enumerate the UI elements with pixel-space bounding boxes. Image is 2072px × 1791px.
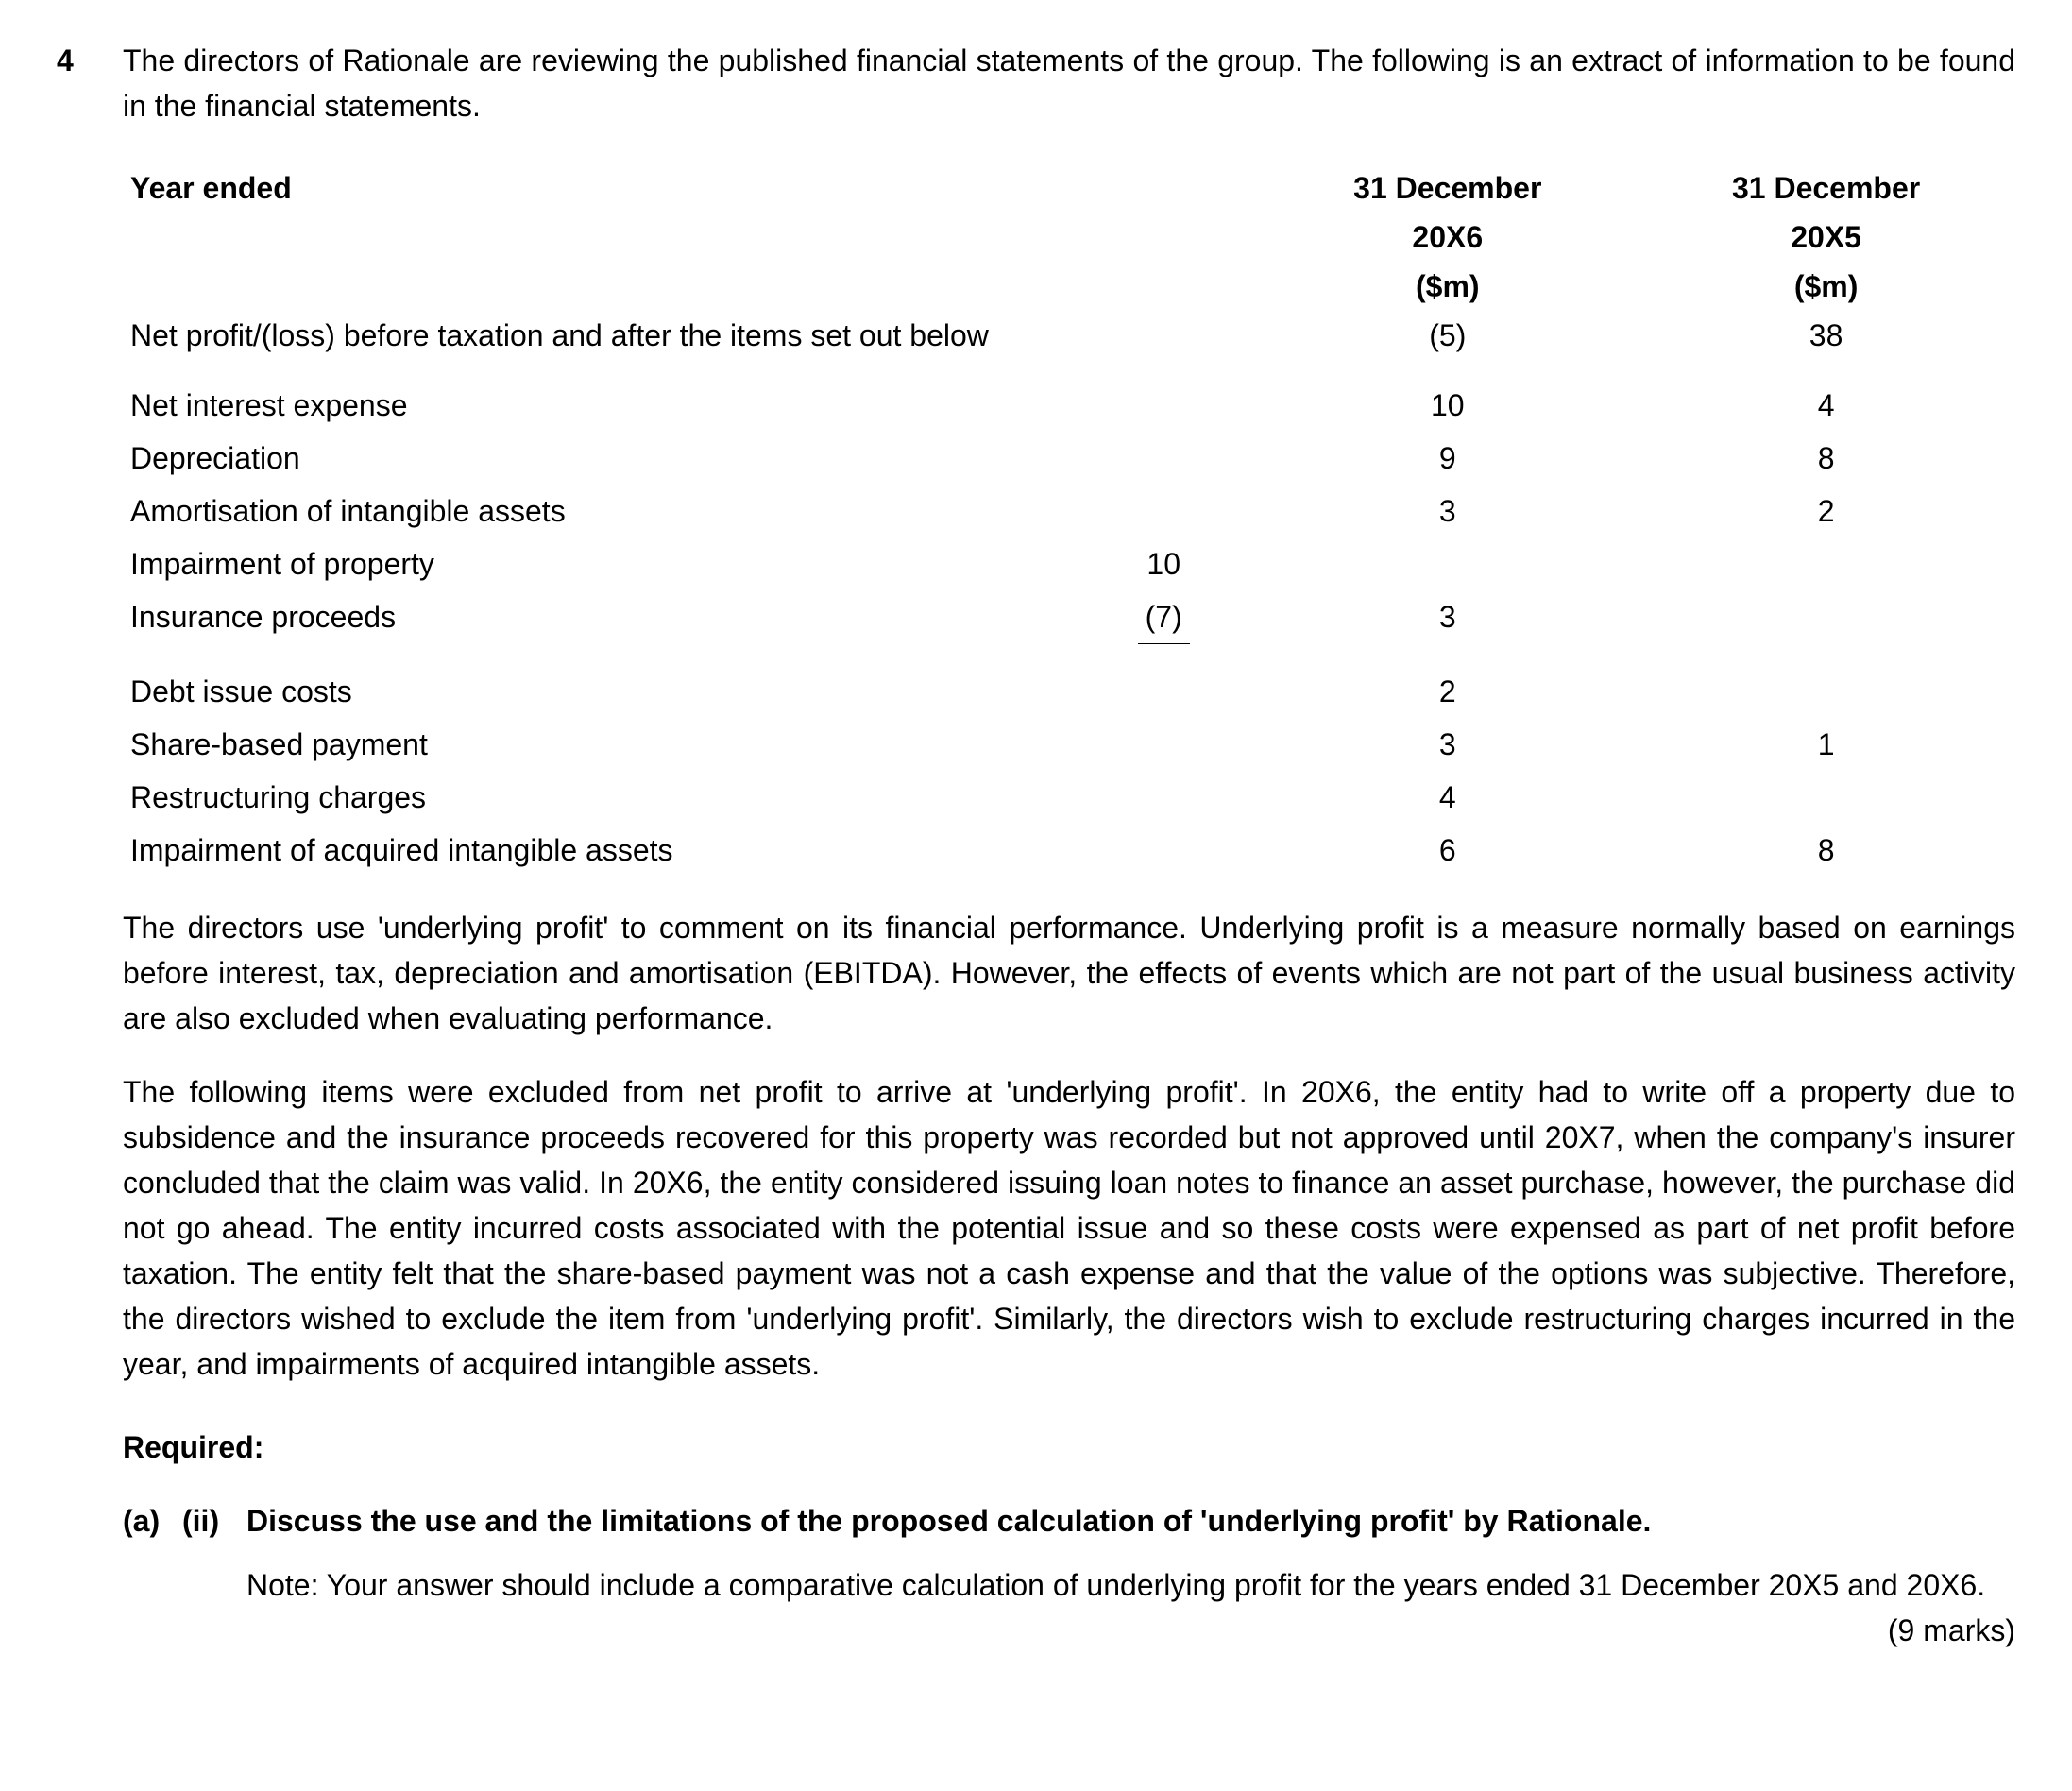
intro-text: The directors of Rationale are reviewing… [123,38,2015,128]
insurance-20x6: 3 [1258,590,1637,648]
subpart-ii-marker: (ii) [182,1498,229,1653]
net-profit-label: Net profit/(loss) before taxation and af… [123,309,1069,362]
insurance-label: Insurance proceeds [123,590,1069,648]
header-20x6-line2: 20X6 [1258,211,1637,260]
share-based-label: Share-based payment [123,718,1069,771]
marks-label: (9 marks) [1888,1608,2015,1653]
row-depreciation: Depreciation 9 8 [123,432,2015,485]
subpart-note: Note: Your answer should include a compa… [246,1562,2015,1608]
subpart-a-ii: (a) (ii) Discuss the use and the limitat… [123,1498,2015,1653]
net-interest-20x6: 10 [1258,379,1637,432]
impairment-intangible-label: Impairment of acquired intangible assets [123,824,1069,877]
restructuring-label: Restructuring charges [123,771,1069,824]
debt-issue-20x6: 2 [1258,665,1637,718]
depreciation-20x5: 8 [1637,432,2015,485]
row-share-based: Share-based payment 3 1 [123,718,2015,771]
header-20x5-line1: 31 December [1637,162,2015,211]
required-label: Required: [123,1424,2015,1470]
question-number: 4 [57,38,94,1653]
table-header-row-1: Year ended 31 December 31 December [123,162,2015,211]
row-net-profit: Net profit/(loss) before taxation and af… [123,309,2015,362]
table-header-row-2: 20X6 20X5 [123,211,2015,260]
depreciation-label: Depreciation [123,432,1069,485]
paragraph-2: The following items were excluded from n… [123,1069,2015,1387]
year-ended-label: Year ended [130,171,292,205]
header-20x6-line3: ($m) [1258,260,1637,309]
row-impairment-intangible: Impairment of acquired intangible assets… [123,824,2015,877]
row-net-interest: Net interest expense 10 4 [123,379,2015,432]
question-body: The directors of Rationale are reviewing… [123,38,2015,1653]
impairment-property-label: Impairment of property [123,537,1069,590]
amortisation-label: Amortisation of intangible assets [123,485,1069,537]
net-interest-label: Net interest expense [123,379,1069,432]
share-based-20x6: 3 [1258,718,1637,771]
restructuring-20x6: 4 [1258,771,1637,824]
row-impairment-property: Impairment of property 10 [123,537,2015,590]
insurance-sub: (7) [1069,590,1258,648]
row-amortisation: Amortisation of intangible assets 3 2 [123,485,2015,537]
impairment-intangible-20x5: 8 [1637,824,2015,877]
question-wrapper: 4 The directors of Rationale are reviewi… [57,38,2015,1653]
financial-table: Year ended 31 December 31 December 20X6 … [123,162,2015,877]
paragraph-1: The directors use 'underlying profit' to… [123,905,2015,1041]
table-header-row-3: ($m) ($m) [123,260,2015,309]
net-profit-20x5: 38 [1637,309,2015,362]
row-insurance: Insurance proceeds (7) 3 [123,590,2015,648]
impairment-property-sub: 10 [1069,537,1258,590]
row-debt-issue: Debt issue costs 2 [123,665,2015,718]
impairment-intangible-20x6: 6 [1258,824,1637,877]
note-prefix: Note: Your answer should include a compa… [246,1568,1985,1602]
net-profit-20x6: (5) [1258,309,1637,362]
debt-issue-label: Debt issue costs [123,665,1069,718]
subpart-a-marker: (a) [123,1498,165,1653]
share-based-20x5: 1 [1637,718,2015,771]
header-20x5-line2: 20X5 [1637,211,2015,260]
subpart-heading: Discuss the use and the limitations of t… [246,1498,2015,1544]
depreciation-20x6: 9 [1258,432,1637,485]
amortisation-20x5: 2 [1637,485,2015,537]
amortisation-20x6: 3 [1258,485,1637,537]
row-restructuring: Restructuring charges 4 [123,771,2015,824]
net-interest-20x5: 4 [1637,379,2015,432]
header-20x5-line3: ($m) [1637,260,2015,309]
header-20x6-line1: 31 December [1258,162,1637,211]
subpart-content: Discuss the use and the limitations of t… [246,1498,2015,1653]
